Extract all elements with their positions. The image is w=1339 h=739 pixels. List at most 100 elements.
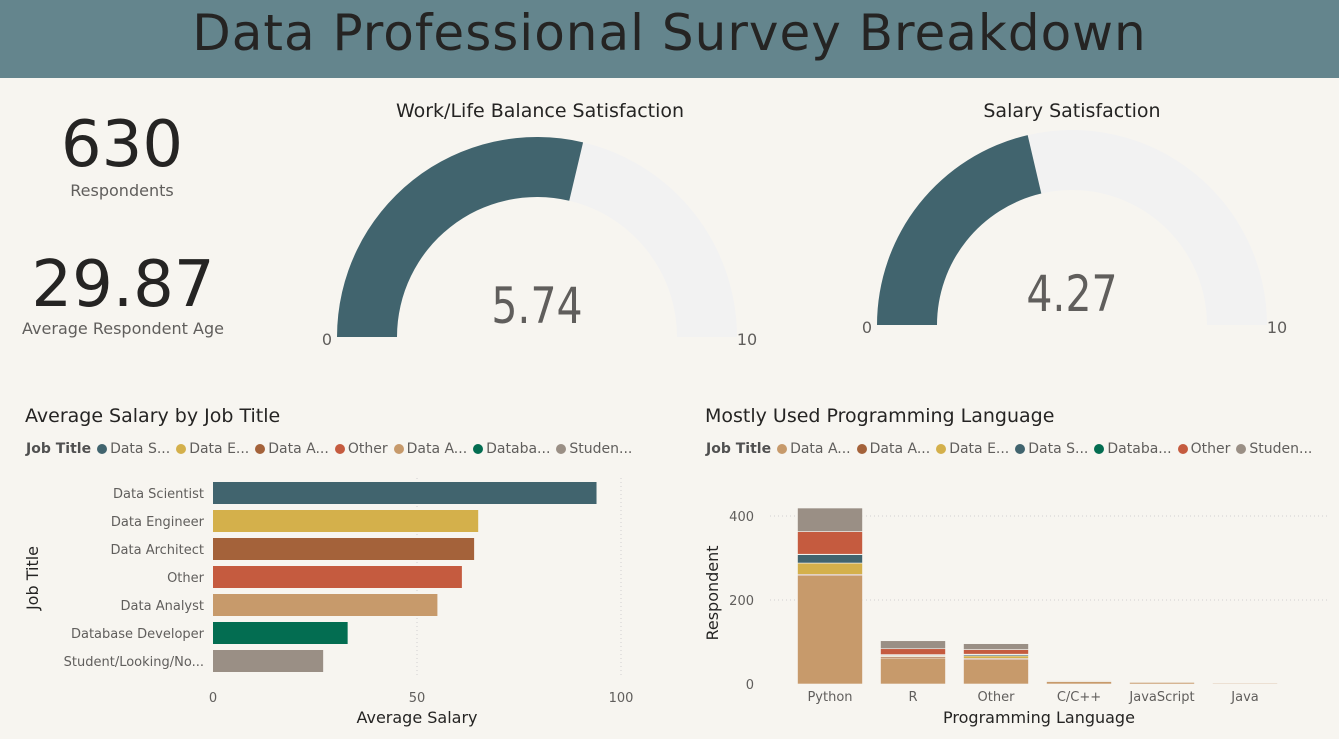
legend-item[interactable]: Data A... [856,441,931,457]
legend-dot [777,444,788,454]
gauge-worklife: 5.74 0 10 [322,136,757,349]
legend-dot [1094,444,1105,454]
page-title: Data Professional Survey Breakdown [192,4,1147,62]
x-tick-label: Python [807,690,852,705]
legend-item[interactable]: Databa... [473,441,550,457]
legend-title: Job Title [706,441,772,457]
gauge-salary-max: 10 [1267,318,1287,337]
legend-dot [936,444,947,454]
salary-chart-title: Average Salary by Job Title [25,405,281,427]
y-tick-label: Data Engineer [111,515,205,530]
stacked-segment [963,643,1029,650]
legend-item[interactable]: Data A... [255,441,329,457]
x-tick-label: Java [1230,690,1258,705]
legend-label: Other [347,441,388,457]
bar [213,566,462,588]
x-tick-label: JavaScript [1128,690,1194,705]
legend-label: Data S... [1028,441,1089,457]
legend-label: Data A... [790,441,851,457]
x-tick-label: Other [978,690,1016,705]
stacked-segment [797,575,863,685]
language-chart-title: Mostly Used Programming Language [705,405,1055,427]
x-tick-label: 50 [409,691,426,706]
gauge-salary-title: Salary Satisfaction [983,100,1161,122]
stacked-segment [1046,681,1112,685]
legend-item[interactable]: Data S... [1015,441,1088,457]
legend-dot [1236,444,1247,454]
y-tick-label: 200 [729,594,754,609]
language-chart-legend: Job Title Data A... Data A... Data E... Dat… [706,441,1318,457]
stacked-segment [963,659,1029,685]
gauge-worklife-value: 5.74 [491,277,582,335]
stacked-segment [797,554,863,564]
stacked-segment [797,562,863,575]
legend-dot [1177,444,1188,454]
stacked-segment [880,657,946,685]
salary-bar-chart: 0 50 100 Data Scientist Data Engineer Data Ar… [23,478,633,727]
legend-label: Studen... [1249,441,1313,457]
y-tick-label: Data Analyst [121,599,204,614]
y-tick-label: 0 [746,678,754,693]
legend-item[interactable]: Data A... [777,441,851,457]
legend-item[interactable]: Data S... [97,441,170,457]
gauge-salary-fill [877,135,1042,325]
gauge-worklife-track [569,142,737,337]
gauge-worklife-title: Work/Life Balance Satisfaction [395,100,685,122]
y-tick-label: Data Scientist [113,487,204,502]
bar [213,538,475,560]
bar [213,482,597,504]
y-tick-label: Student/Looking/No... [64,655,204,670]
legend-dot [334,444,345,454]
legend-dot [255,444,266,454]
bar [213,622,348,644]
x-axis-label: Average Salary [356,708,477,727]
legend-label: Data A... [869,441,931,457]
gauge-worklife-fill [337,136,584,337]
legend-title: Job Title [26,441,92,457]
legend-dot [556,444,567,454]
legend-item[interactable]: Studen... [556,441,632,457]
language-stacked-chart: 0 200 400 Python R Other C/C++ JavaScript Java Pr… [703,507,1330,727]
y-axis-label: Respondent [703,545,722,640]
legend-label: Data A... [406,441,468,457]
legend-label: Data E... [189,441,250,457]
legend-label: Data S... [110,441,171,457]
y-tick-label: Database Developer [71,627,205,642]
y-axis-label: Job Title [23,546,42,611]
salary-chart-legend: Job Title Data S... Data E... Data A... Oth… [26,441,638,457]
legend-item[interactable]: Studen... [1236,441,1312,457]
legend-dot [393,444,404,454]
y-tick-label: 400 [729,510,754,525]
legend-item[interactable]: Databa... [1094,441,1172,457]
gauge-salary-min: 0 [862,318,872,337]
legend-item[interactable]: Data E... [176,441,249,457]
y-tick-label: Data Architect [111,543,204,558]
stacked-segment [963,649,1029,655]
legend-label: Other [1190,441,1231,457]
age-label: Average Respondent Age [22,319,224,338]
respondents-value: 630 [60,108,184,182]
bar [213,510,479,532]
stacked-segment [880,648,946,655]
legend-dot [176,444,187,454]
gauge-worklife-min: 0 [322,330,332,349]
legend-dot [473,444,484,454]
legend-label: Studen... [569,441,633,457]
gauge-worklife-max: 10 [737,330,757,349]
y-tick-label: Other [167,571,205,586]
stacked-segment [880,640,946,650]
legend-item[interactable]: Data A... [393,441,468,457]
legend-dot [97,444,108,454]
header-bar [0,0,1339,78]
gauge-salary: 4.27 0 10 [862,130,1287,337]
x-tick-label: R [908,690,917,705]
legend-item[interactable]: Other [1177,441,1231,457]
legend-item[interactable]: Other [334,441,388,457]
bar [213,650,324,672]
stacked-segment [797,531,863,555]
gauge-salary-value: 4.27 [1026,265,1117,323]
legend-label: Data E... [949,441,1010,457]
legend-label: Data A... [268,441,329,457]
age-value: 29.87 [31,248,215,322]
legend-item[interactable]: Data E... [936,441,1009,457]
